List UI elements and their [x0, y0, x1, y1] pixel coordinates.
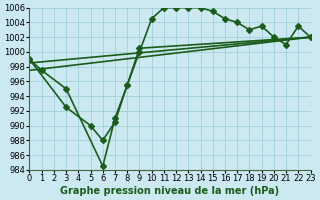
X-axis label: Graphe pression niveau de la mer (hPa): Graphe pression niveau de la mer (hPa)	[60, 186, 280, 196]
